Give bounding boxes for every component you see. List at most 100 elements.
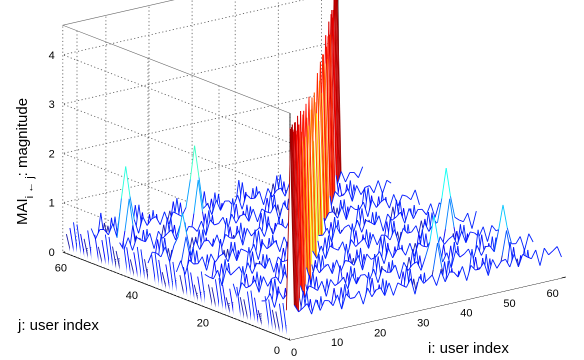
mesh-segment — [522, 254, 528, 258]
mesh-segment — [238, 230, 244, 246]
mesh-segment — [264, 257, 270, 269]
mesh-segment — [247, 262, 253, 274]
mesh-segment — [248, 208, 254, 222]
mesh-segment — [444, 238, 450, 245]
mesh-segment — [276, 187, 282, 191]
mesh-segment — [345, 205, 352, 220]
mesh-segment — [196, 220, 202, 232]
mesh-segment — [401, 284, 407, 288]
mesh-segment — [133, 219, 140, 234]
mesh-segment — [374, 215, 380, 226]
gridline-z — [61, 90, 339, 242]
mesh-segment — [274, 290, 280, 308]
mesh-segment — [470, 265, 476, 271]
mesh-segment — [270, 204, 276, 214]
mesh-segment — [363, 238, 370, 249]
mesh-segment — [424, 242, 431, 258]
mesh-segment — [506, 227, 513, 244]
mesh-segment — [217, 270, 223, 286]
mesh-segment — [223, 253, 229, 263]
mesh-segment — [337, 206, 343, 219]
mesh-segment — [212, 234, 218, 247]
mesh-segment — [305, 103, 311, 290]
mesh-segment — [384, 198, 390, 209]
mesh-segment — [250, 279, 256, 287]
mesh-segment — [392, 282, 399, 296]
mesh-segment — [257, 208, 263, 223]
mesh-segment — [341, 206, 347, 220]
mesh-segment — [322, 54, 329, 236]
mesh-segment — [181, 236, 187, 261]
mesh-segment — [268, 222, 274, 235]
mesh-segment — [357, 255, 363, 271]
mesh-segment — [297, 115, 303, 316]
z-tick-label: 1 — [49, 198, 55, 210]
mesh-segment — [125, 166, 131, 197]
mesh-segment — [471, 210, 477, 229]
mesh-segment — [450, 196, 456, 218]
mesh-segment — [166, 229, 172, 235]
mesh-segment — [524, 233, 530, 251]
mesh-segment — [319, 300, 325, 311]
mesh-segment — [201, 256, 208, 271]
mesh-segment — [475, 268, 480, 271]
mesh-segment — [382, 213, 389, 232]
mesh-segment — [412, 261, 418, 265]
mesh-segment — [280, 187, 286, 197]
mesh-segment — [396, 248, 402, 251]
mesh-segment — [326, 227, 333, 243]
mesh-segment — [136, 237, 142, 241]
mesh-segment — [407, 264, 413, 271]
mesh-segment — [319, 267, 325, 274]
mesh-segment — [203, 239, 209, 242]
mesh-segment — [440, 270, 446, 282]
mesh-segment — [158, 230, 164, 239]
mesh-segment — [345, 260, 350, 262]
mesh-segment — [347, 273, 353, 290]
mesh-segment — [430, 203, 436, 218]
mesh-segment — [380, 287, 386, 296]
mesh-segment — [128, 198, 134, 229]
mesh-segment — [250, 197, 256, 200]
mesh-segment — [172, 211, 178, 215]
mesh-segment — [327, 36, 333, 222]
mesh-segment — [354, 290, 360, 298]
mesh-segment — [543, 247, 549, 256]
z-axis-label: MAIi ← j: magnitude — [14, 98, 36, 225]
mesh-segment — [382, 180, 388, 194]
mesh-segment — [408, 208, 414, 219]
mesh-segment — [476, 245, 482, 256]
mesh-segment — [141, 239, 146, 243]
mesh-segment — [116, 198, 122, 238]
mesh-segment — [425, 203, 432, 215]
mesh-segment — [314, 264, 320, 274]
mesh-segment — [302, 303, 308, 309]
mesh-segment — [467, 212, 473, 229]
mesh-segment — [444, 198, 451, 230]
mesh-segment — [323, 263, 329, 269]
mesh-segment — [412, 209, 419, 219]
mesh-segment — [424, 222, 430, 232]
mesh-segment — [316, 73, 323, 255]
mesh-segment — [404, 208, 410, 224]
mesh-segment — [266, 245, 272, 250]
mesh-segment — [466, 265, 472, 281]
mesh-segment — [411, 225, 417, 233]
mesh-segment — [303, 110, 309, 297]
mesh-segment — [390, 264, 396, 273]
mesh-segment — [145, 233, 151, 242]
mesh-segment — [263, 222, 270, 237]
mesh-segment — [269, 293, 275, 308]
mesh-segment — [189, 145, 196, 180]
mesh-segment — [209, 219, 215, 226]
mesh-segment — [284, 183, 290, 197]
mesh-segment — [188, 259, 194, 265]
mesh-segment — [362, 287, 369, 305]
mesh-segment — [153, 231, 159, 249]
mesh-segment — [336, 0, 342, 196]
mesh-segment — [436, 270, 442, 286]
mesh-segment — [313, 287, 318, 291]
mesh-segment — [233, 230, 239, 239]
mesh-segment — [387, 248, 394, 258]
mesh-segment — [254, 190, 260, 199]
